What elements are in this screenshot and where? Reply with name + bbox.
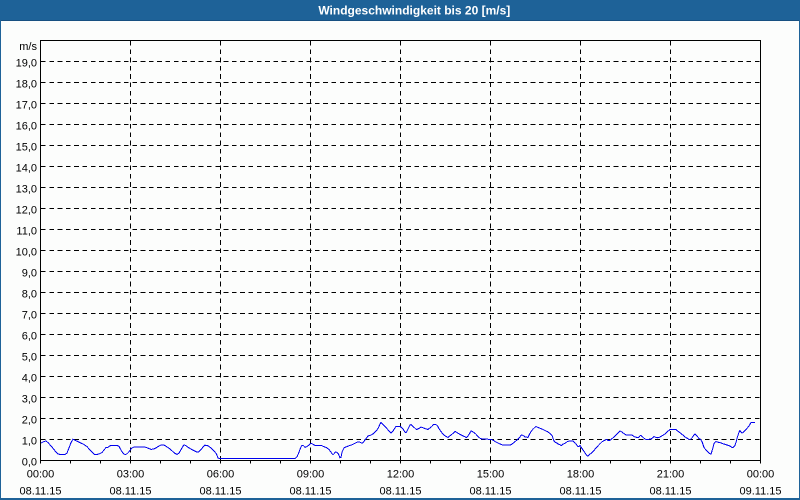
svg-text:5,0: 5,0 — [22, 352, 37, 364]
svg-text:08.11.15: 08.11.15 — [19, 485, 61, 497]
svg-text:18,0: 18,0 — [16, 79, 37, 91]
svg-text:12,0: 12,0 — [16, 205, 37, 217]
svg-text:Windgeschwindigkeit bis 20 [m/: Windgeschwindigkeit bis 20 [m/s] — [318, 3, 510, 17]
svg-text:4,0: 4,0 — [22, 373, 37, 385]
svg-text:3,0: 3,0 — [22, 394, 37, 406]
svg-text:18:00: 18:00 — [567, 469, 595, 481]
svg-text:03:00: 03:00 — [117, 469, 145, 481]
svg-text:2,0: 2,0 — [22, 415, 37, 427]
svg-text:09:00: 09:00 — [297, 469, 325, 481]
svg-text:08.11.15: 08.11.15 — [559, 485, 601, 497]
svg-text:0,0: 0,0 — [22, 457, 37, 469]
svg-text:08.11.15: 08.11.15 — [379, 485, 421, 497]
svg-text:11,0: 11,0 — [16, 226, 37, 238]
svg-text:08.11.15: 08.11.15 — [289, 485, 331, 497]
svg-text:1,0: 1,0 — [22, 436, 37, 448]
svg-text:m/s: m/s — [19, 41, 37, 53]
svg-text:08.11.15: 08.11.15 — [469, 485, 511, 497]
svg-text:12:00: 12:00 — [387, 469, 415, 481]
svg-text:8,0: 8,0 — [22, 289, 37, 301]
svg-text:9,0: 9,0 — [22, 268, 37, 280]
svg-text:21:00: 21:00 — [657, 469, 685, 481]
svg-text:08.11.15: 08.11.15 — [199, 485, 241, 497]
svg-text:13,0: 13,0 — [16, 184, 37, 196]
svg-text:10,0: 10,0 — [16, 247, 37, 259]
svg-text:14,0: 14,0 — [16, 163, 37, 175]
svg-text:15,0: 15,0 — [16, 142, 37, 154]
svg-text:7,0: 7,0 — [22, 310, 37, 322]
svg-text:00:00: 00:00 — [747, 469, 775, 481]
svg-text:08.11.15: 08.11.15 — [109, 485, 151, 497]
svg-text:17,0: 17,0 — [16, 100, 37, 112]
svg-text:16,0: 16,0 — [16, 121, 37, 133]
svg-text:15:00: 15:00 — [477, 469, 505, 481]
svg-text:08.11.15: 08.11.15 — [649, 485, 691, 497]
svg-text:00:00: 00:00 — [27, 469, 55, 481]
svg-text:19,0: 19,0 — [16, 58, 37, 70]
svg-text:06:00: 06:00 — [207, 469, 235, 481]
svg-text:09.11.15: 09.11.15 — [739, 485, 781, 497]
svg-text:6,0: 6,0 — [22, 331, 37, 343]
